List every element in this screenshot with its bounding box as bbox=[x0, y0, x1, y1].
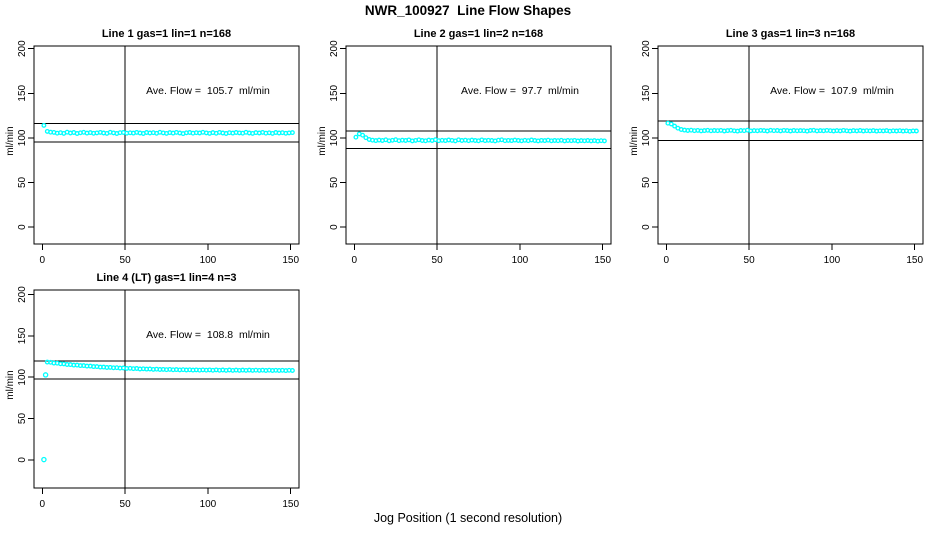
x-tick-label: 0 bbox=[352, 255, 358, 266]
y-tick-label: 100 bbox=[17, 368, 28, 385]
panel-3-title: Line 3 gas=1 lin=3 n=168 bbox=[725, 28, 856, 40]
axes-and-reference-lines bbox=[28, 45, 300, 250]
y-tick-label: 100 bbox=[17, 129, 28, 146]
panel-4-title: Line 4 (LT) gas=1 lin=4 n=3 bbox=[96, 272, 237, 284]
panel-3-y-axis-label: ml/min bbox=[629, 126, 640, 156]
y-tick-label: 150 bbox=[641, 84, 652, 101]
panel-1-y-axis-label: ml/min bbox=[5, 126, 16, 156]
panel-2-annotation: Ave. Flow = 97.7 ml/min bbox=[461, 85, 579, 97]
y-tick-label: 0 bbox=[329, 224, 340, 230]
scatter-points bbox=[665, 120, 919, 134]
panel-2-y-axis-label: ml/min bbox=[317, 126, 328, 156]
y-tick-label: 50 bbox=[329, 176, 340, 188]
panel-4-graphics: 0 50 100 150 0 50 100 150 200 bbox=[17, 286, 300, 510]
scatter-points bbox=[353, 131, 607, 144]
x-tick-label: 0 bbox=[40, 499, 46, 510]
panel-4-y-axis-label: ml/min bbox=[5, 370, 16, 400]
figure-title: NWR_100927 Line Flow Shapes bbox=[364, 3, 572, 18]
x-tick-label: 100 bbox=[512, 255, 529, 266]
x-tick-label: 150 bbox=[282, 499, 299, 510]
y-tick-label: 200 bbox=[17, 286, 28, 303]
y-tick-label: 100 bbox=[641, 129, 652, 146]
x-tick-label: 50 bbox=[120, 255, 132, 266]
y-tick-label: 50 bbox=[641, 176, 652, 188]
y-tick-label: 50 bbox=[17, 413, 28, 425]
y-tick-label: 100 bbox=[329, 129, 340, 146]
x-tick-label: 0 bbox=[40, 255, 46, 266]
x-tick-label: 50 bbox=[432, 255, 444, 266]
x-tick-label: 100 bbox=[824, 255, 841, 266]
y-tick-label: 200 bbox=[641, 40, 652, 57]
axes-and-reference-lines bbox=[652, 45, 924, 250]
panel-3-annotation: Ave. Flow = 107.9 ml/min bbox=[770, 85, 894, 97]
panel-1-annotation: Ave. Flow = 105.7 ml/min bbox=[146, 85, 270, 97]
panel-2-graphics: 0 50 100 150 0 50 100 150 200 bbox=[329, 40, 612, 266]
y-tick-label: 200 bbox=[17, 40, 28, 57]
panel-2-title: Line 2 gas=1 lin=2 n=168 bbox=[413, 28, 544, 40]
panel-1-title: Line 1 gas=1 lin=1 n=168 bbox=[101, 28, 232, 40]
x-tick-label: 0 bbox=[664, 255, 670, 266]
axes-and-reference-lines bbox=[340, 45, 612, 250]
axes-and-reference-lines bbox=[28, 289, 300, 494]
scatter-points bbox=[41, 359, 295, 463]
panel-1-graphics: 0 50 100 150 0 50 100 150 200 bbox=[17, 40, 300, 266]
x-tick-label: 150 bbox=[594, 255, 611, 266]
x-tick-label: 150 bbox=[282, 255, 299, 266]
y-tick-label: 150 bbox=[17, 327, 28, 344]
scatter-points bbox=[41, 122, 295, 137]
y-tick-label: 0 bbox=[17, 457, 28, 463]
y-tick-label: 200 bbox=[329, 40, 340, 57]
y-tick-label: 150 bbox=[17, 84, 28, 101]
y-tick-label: 0 bbox=[641, 224, 652, 230]
panel-4-annotation: Ave. Flow = 108.8 ml/min bbox=[146, 329, 270, 341]
y-tick-label: 50 bbox=[17, 176, 28, 188]
x-axis-label: Jog Position (1 second resolution) bbox=[373, 511, 563, 525]
x-tick-label: 100 bbox=[200, 499, 217, 510]
y-tick-label: 0 bbox=[17, 224, 28, 230]
x-tick-label: 150 bbox=[906, 255, 923, 266]
panel-3-graphics: 0 50 100 150 0 50 100 150 200 bbox=[641, 40, 924, 266]
x-tick-label: 100 bbox=[200, 255, 217, 266]
x-tick-label: 50 bbox=[744, 255, 756, 266]
y-tick-label: 150 bbox=[329, 84, 340, 101]
x-tick-label: 50 bbox=[120, 499, 132, 510]
